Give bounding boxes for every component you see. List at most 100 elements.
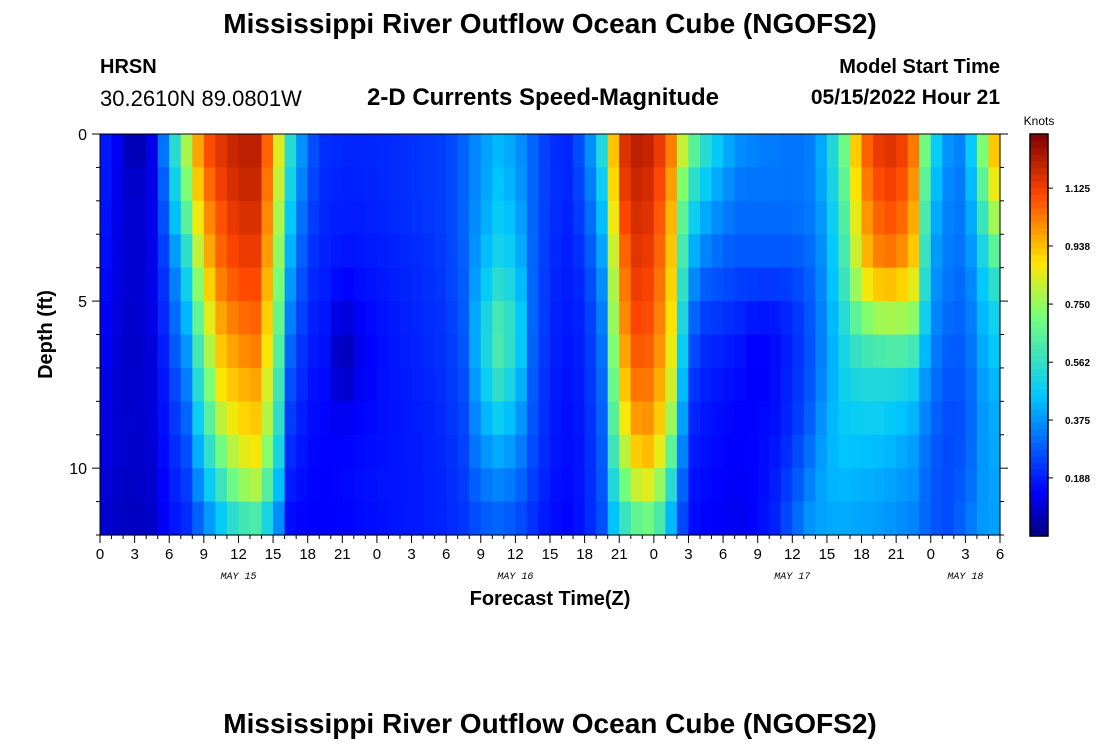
heatmap-cell — [815, 401, 828, 436]
heatmap-cell — [630, 468, 643, 503]
heatmap-cell — [792, 134, 805, 169]
heatmap-cell — [111, 200, 124, 235]
heatmap-cell — [538, 468, 551, 503]
heatmap-cell — [411, 234, 424, 269]
heatmap-cell — [365, 501, 378, 536]
heatmap-cell — [423, 167, 436, 202]
heatmap-cell — [838, 234, 851, 269]
heatmap-cell — [907, 501, 920, 536]
heatmap-cell — [342, 267, 355, 302]
heatmap-cell — [965, 434, 978, 469]
heatmap-cell — [803, 167, 816, 202]
heatmap-cell — [446, 367, 459, 402]
colorbar-swatch — [1030, 180, 1048, 189]
colorbar-swatch — [1030, 475, 1048, 483]
heatmap-cell — [469, 367, 482, 402]
heatmap-cell — [192, 501, 205, 536]
heatmap-cell — [353, 200, 366, 235]
heatmap-cell — [976, 501, 990, 536]
heatmap-cell — [596, 301, 609, 336]
heatmap-cell — [111, 134, 124, 169]
heatmap-cell — [365, 468, 378, 503]
heatmap-cell — [769, 267, 782, 302]
colorbar-swatch — [1030, 314, 1048, 323]
heatmap-cell — [342, 501, 355, 536]
heatmap-cell — [861, 301, 874, 336]
heatmap-cell — [353, 234, 366, 269]
heatmap-cell — [146, 267, 159, 302]
heatmap-cell — [769, 334, 782, 369]
colorbar-swatch — [1030, 147, 1048, 155]
heatmap-cell — [146, 367, 159, 402]
heatmap-cell — [250, 401, 263, 436]
heatmap-cell — [157, 334, 170, 369]
heatmap-cell — [919, 468, 932, 503]
heatmap-cell — [411, 301, 424, 336]
heatmap-cell — [896, 301, 909, 336]
heatmap-cell — [423, 468, 436, 503]
x-tick-label: 6 — [996, 546, 1004, 563]
heatmap-cell — [238, 301, 251, 336]
heatmap-cell — [273, 134, 286, 169]
heatmap-cell — [192, 301, 205, 336]
heatmap-cell — [861, 468, 874, 503]
heatmap-cell — [388, 167, 401, 202]
heatmap-cell — [307, 468, 320, 503]
heatmap-cell — [446, 267, 459, 302]
heatmap-cell — [561, 134, 574, 169]
heatmap-cell — [411, 167, 424, 202]
heatmap-cell — [400, 234, 413, 269]
heatmap-cell — [515, 468, 528, 503]
heatmap-cell — [630, 301, 643, 336]
heatmap-cell — [965, 134, 978, 169]
heatmap-cell — [273, 367, 286, 402]
heatmap-cell — [526, 267, 540, 302]
heatmap-cell — [123, 234, 136, 269]
y-tick-label: 5 — [78, 294, 87, 311]
heatmap-cell — [100, 234, 113, 269]
heatmap-cell — [307, 367, 320, 402]
heatmap-cell — [769, 301, 782, 336]
heatmap-cell — [515, 401, 528, 436]
heatmap-cell — [215, 367, 228, 402]
heatmap-cell — [434, 234, 447, 269]
heatmap-cell — [942, 434, 955, 469]
heatmap-cell — [561, 468, 574, 503]
heatmap-cell — [388, 434, 401, 469]
heatmap-cell — [342, 200, 355, 235]
heatmap-cell — [815, 234, 828, 269]
heatmap-cell — [423, 401, 436, 436]
heatmap-cell — [388, 267, 401, 302]
colorbar-swatch — [1030, 281, 1048, 289]
heatmap-cell — [942, 167, 955, 202]
heatmap-cell — [688, 334, 701, 369]
heatmap-cell — [273, 434, 286, 469]
heatmap-cell — [619, 301, 632, 336]
heatmap-cell — [700, 501, 713, 536]
heatmap-cell — [965, 367, 978, 402]
heatmap-cell — [157, 367, 170, 402]
heatmap-cell — [792, 167, 805, 202]
x-tick-label: 21 — [334, 546, 351, 563]
heatmap-cell — [734, 234, 747, 269]
heatmap-cell — [953, 468, 966, 503]
heatmap-cell — [838, 367, 851, 402]
heatmap-cell — [653, 401, 666, 436]
colorbar-swatch — [1030, 140, 1048, 148]
heatmap-cell — [157, 401, 170, 436]
heatmap-cell — [642, 434, 655, 469]
heatmap-cell — [953, 334, 966, 369]
heatmap-cell — [803, 134, 816, 169]
heatmap-cell — [423, 334, 436, 369]
heatmap-cell — [192, 367, 205, 402]
heatmap-cell — [965, 401, 978, 436]
heatmap-cell — [850, 267, 863, 302]
heatmap-cell — [400, 434, 413, 469]
heatmap-cell — [873, 267, 886, 302]
heatmap-cell — [203, 301, 216, 336]
heatmap-cell — [757, 200, 770, 235]
heatmap-cell — [296, 434, 309, 469]
heatmap-cell — [746, 200, 759, 235]
heatmap-cell — [676, 167, 690, 202]
heatmap-cell — [411, 134, 424, 169]
